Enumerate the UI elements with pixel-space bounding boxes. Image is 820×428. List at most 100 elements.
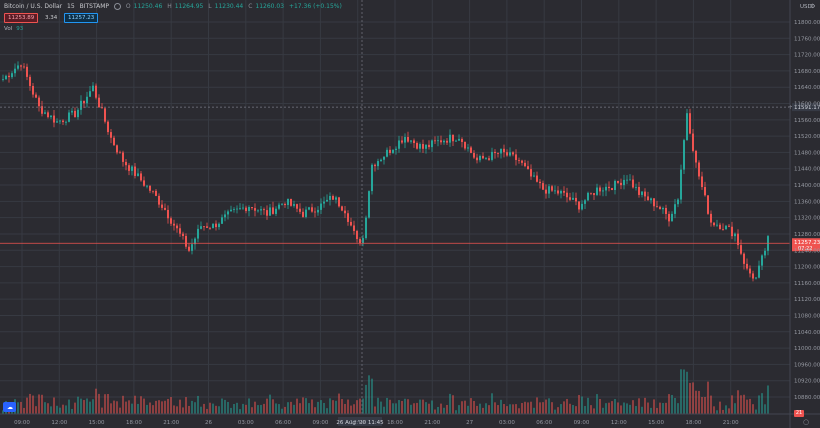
volume-bar: [605, 403, 607, 414]
candle-body: [119, 152, 121, 154]
volume-bar: [590, 405, 592, 414]
price-axis[interactable]: 11800.00 11760.00 11720.00 11680.00 11640.00…: [794, 20, 820, 401]
volume-bar: [404, 398, 406, 414]
candle-body: [695, 150, 697, 163]
candle-body: [281, 203, 283, 205]
candle-body: [317, 209, 319, 213]
volume-bar: [500, 399, 502, 414]
volume-bar: [551, 402, 553, 414]
volume-bar: [680, 369, 682, 414]
candle-body: [548, 186, 550, 194]
volume-bar: [608, 402, 610, 414]
candle-body: [20, 65, 22, 67]
price-tick-label: 11120.00: [794, 297, 820, 303]
candle-body: [749, 268, 751, 274]
candle-body: [509, 152, 511, 156]
candle-body: [32, 85, 34, 95]
volume-bar: [149, 402, 151, 414]
time-tick-label: 12:00: [350, 420, 366, 426]
volume-bar: [623, 402, 625, 414]
candle-body: [158, 195, 160, 205]
candle-body: [524, 162, 526, 167]
candle-body: [464, 141, 466, 149]
volume-bar: [458, 405, 460, 414]
settings-circle-icon[interactable]: ○: [803, 418, 810, 426]
candle-body: [185, 235, 187, 247]
candle-body: [689, 113, 691, 134]
time-axis[interactable]: 09:00 12:00 15:00 18:00 21:00 26 03:00 06:00 09:…: [14, 420, 739, 426]
volume-bar: [716, 410, 718, 414]
candle-body: [248, 207, 250, 212]
candle-body: [458, 138, 460, 141]
candle-body: [476, 157, 478, 161]
buy-button[interactable]: 11257.23: [64, 13, 99, 23]
candle-body: [284, 203, 286, 206]
candle-body: [218, 223, 220, 228]
crosshair-price-tag: [792, 103, 820, 112]
volume-bar: [194, 402, 196, 414]
currency-label[interactable]: USD: [800, 4, 812, 10]
candle-body: [221, 217, 223, 224]
candle-body: [122, 152, 124, 162]
candle-body: [734, 233, 736, 237]
high-value: 11264.95: [174, 3, 204, 10]
candle-body: [665, 208, 667, 214]
volume-bar: [749, 398, 751, 414]
candle-body: [101, 107, 103, 109]
volume-bar: [392, 403, 394, 414]
candle-body: [473, 152, 475, 158]
volume-bar: [437, 406, 439, 414]
volume-bar: [497, 405, 499, 414]
candle-body: [581, 203, 583, 210]
candle-body: [737, 233, 739, 246]
volume-bar: [440, 403, 442, 414]
candle-body: [146, 185, 148, 187]
volume-bar: [398, 400, 400, 414]
volume-bar: [38, 394, 40, 414]
volume-bar: [371, 378, 373, 414]
candle-body: [527, 166, 529, 170]
candle-body: [38, 97, 40, 107]
volume-bar: [227, 401, 229, 414]
candle-body: [275, 208, 277, 214]
candle-body: [698, 162, 700, 177]
volume-bar: [668, 394, 670, 414]
candle-body: [230, 209, 232, 212]
candle-body: [521, 160, 523, 163]
candle-body: [743, 253, 745, 264]
interval-label[interactable]: 15: [67, 3, 75, 10]
horizontal-grid: [0, 21, 790, 398]
candle-body: [404, 136, 406, 143]
sell-button[interactable]: 11253.89: [4, 13, 39, 23]
volume-bar: [170, 397, 172, 414]
tradingview-logo-icon[interactable]: ☁: [3, 402, 16, 412]
candle-body: [278, 204, 280, 209]
candle-body: [752, 273, 754, 279]
volume-bar: [701, 396, 703, 414]
candle-body: [149, 185, 151, 191]
current-price-tag: [792, 238, 820, 252]
price-tick-label: 11280.00: [794, 232, 820, 238]
settings-gear-icon[interactable]: ⚙: [810, 3, 816, 10]
volume-bar: [71, 408, 73, 414]
price-tick-label: 10920.00: [794, 379, 820, 385]
volume-bar: [566, 398, 568, 414]
time-tick-label: 12:00: [611, 420, 627, 426]
candle-body: [5, 75, 7, 80]
candle-body: [356, 230, 358, 240]
price-tick-label: 11440.00: [794, 167, 820, 173]
candle-body: [137, 173, 139, 176]
volume-legend[interactable]: Vol 93: [4, 26, 23, 32]
price-tick-label: 11000.00: [794, 346, 820, 352]
time-tick-label: 21:00: [723, 420, 739, 426]
candle-body: [608, 186, 610, 189]
candle-body: [470, 147, 472, 153]
candle-body: [296, 204, 298, 209]
time-tick-label: 09:00: [14, 420, 30, 426]
symbol-name[interactable]: Bitcoin / U.S. Dollar: [4, 3, 63, 10]
candle-body: [446, 140, 448, 143]
candle-body: [611, 188, 613, 191]
volume-bar: [686, 371, 688, 414]
